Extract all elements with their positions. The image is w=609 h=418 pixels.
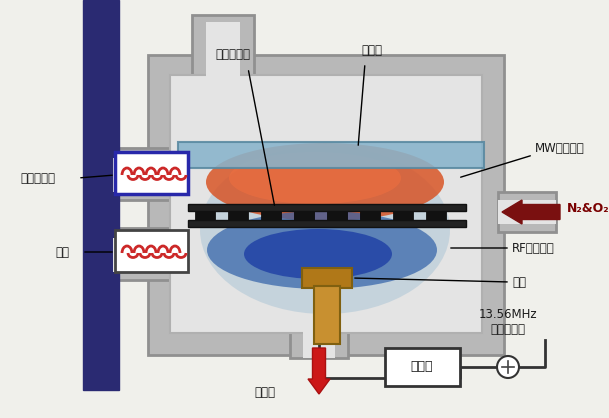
Text: 阳极键合头: 阳极键合头 xyxy=(21,171,55,184)
FancyBboxPatch shape xyxy=(100,148,172,200)
FancyBboxPatch shape xyxy=(188,204,466,211)
FancyBboxPatch shape xyxy=(426,208,446,222)
FancyBboxPatch shape xyxy=(327,208,347,222)
FancyBboxPatch shape xyxy=(100,228,172,280)
FancyBboxPatch shape xyxy=(360,208,380,222)
FancyBboxPatch shape xyxy=(115,152,188,194)
FancyBboxPatch shape xyxy=(206,22,240,77)
FancyBboxPatch shape xyxy=(170,75,482,333)
FancyBboxPatch shape xyxy=(113,238,160,272)
Text: 排气管: 排气管 xyxy=(255,385,275,398)
Text: N₂&O₂: N₂&O₂ xyxy=(567,201,609,214)
Text: 玻璃盘: 玻璃盘 xyxy=(362,43,382,56)
Ellipse shape xyxy=(200,146,450,314)
Text: 离子捕获板: 离子捕获板 xyxy=(216,48,250,61)
Text: 13.56MHz
无线电频率: 13.56MHz 无线电频率 xyxy=(479,308,537,336)
FancyBboxPatch shape xyxy=(314,286,340,344)
FancyBboxPatch shape xyxy=(303,328,335,358)
Ellipse shape xyxy=(229,152,401,204)
FancyBboxPatch shape xyxy=(148,55,504,355)
FancyBboxPatch shape xyxy=(113,158,160,192)
Ellipse shape xyxy=(244,229,392,279)
FancyBboxPatch shape xyxy=(290,328,348,358)
FancyBboxPatch shape xyxy=(385,348,460,386)
FancyBboxPatch shape xyxy=(178,142,484,168)
Circle shape xyxy=(497,356,519,378)
FancyBboxPatch shape xyxy=(192,15,254,77)
Text: 空气: 空气 xyxy=(55,245,69,258)
FancyArrow shape xyxy=(308,348,330,394)
FancyBboxPatch shape xyxy=(302,268,352,288)
Text: RF等离子体: RF等离子体 xyxy=(512,242,555,255)
FancyBboxPatch shape xyxy=(83,0,119,390)
Text: 匹配箱: 匹配箱 xyxy=(410,360,433,374)
FancyBboxPatch shape xyxy=(498,192,556,232)
FancyBboxPatch shape xyxy=(294,208,314,222)
FancyBboxPatch shape xyxy=(195,208,215,222)
FancyBboxPatch shape xyxy=(188,220,466,227)
Text: 电极: 电极 xyxy=(512,275,526,288)
FancyBboxPatch shape xyxy=(228,208,248,222)
Ellipse shape xyxy=(206,143,444,221)
FancyBboxPatch shape xyxy=(115,230,188,272)
FancyBboxPatch shape xyxy=(498,200,556,224)
FancyBboxPatch shape xyxy=(261,208,281,222)
FancyBboxPatch shape xyxy=(393,208,413,222)
FancyArrow shape xyxy=(502,200,560,224)
Ellipse shape xyxy=(207,211,437,289)
Text: MW等离子体: MW等离子体 xyxy=(535,142,585,155)
